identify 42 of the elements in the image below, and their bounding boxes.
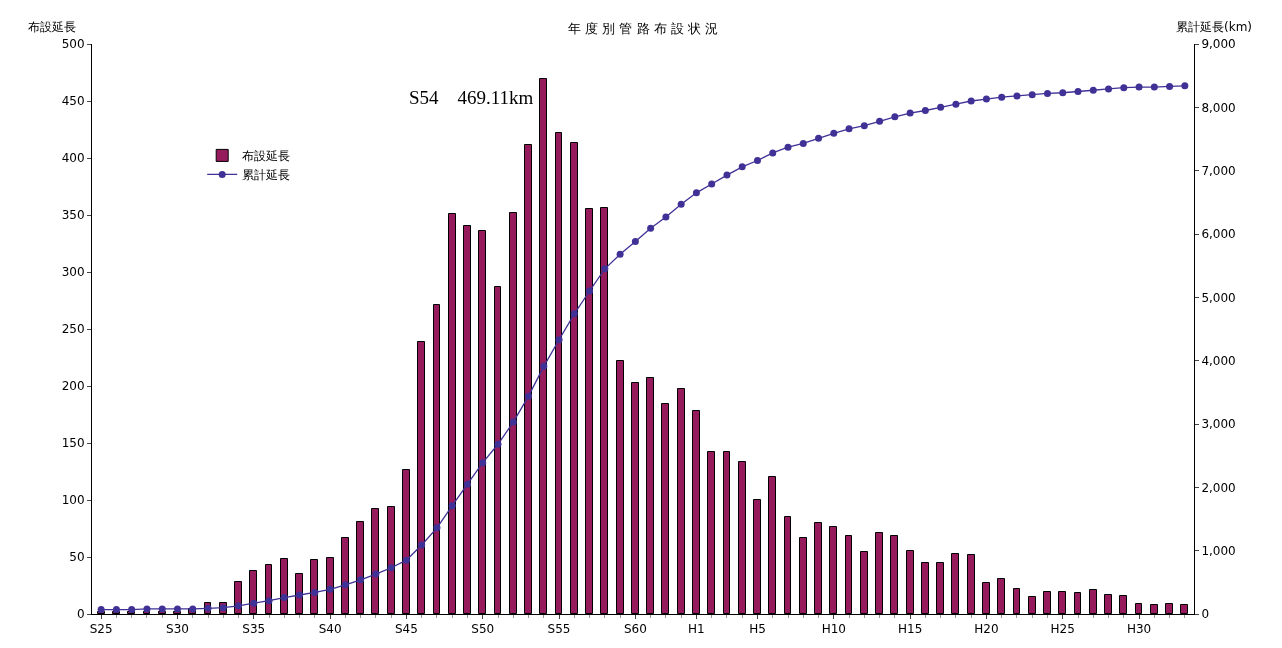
y2-tick-label: 3,000 (1201, 417, 1236, 432)
y2-tick-label: 6,000 (1201, 227, 1236, 242)
y-tick-label: 400 (61, 151, 85, 166)
annotation: S54 469.11km (409, 87, 534, 108)
x-tick-label: H30 (1126, 622, 1152, 637)
y-tick-label: 500 (61, 37, 85, 52)
legend-label: 累計延長 (242, 168, 291, 183)
x-tick-label: S55 (547, 622, 571, 637)
x-tick-label: H10 (821, 622, 846, 637)
x-tick-label: H5 (749, 622, 766, 637)
x-tick-label: S50 (471, 622, 495, 637)
y2-tick-label: 4,000 (1201, 353, 1236, 368)
y2-tick-label: 0 (1201, 607, 1210, 622)
y-tick-label: 450 (61, 94, 85, 109)
y-tick-label: 350 (61, 208, 85, 223)
y-tick-label: 100 (61, 493, 85, 508)
y-tick-label: 50 (69, 550, 85, 565)
y-axis-title: 布設延長 (28, 20, 76, 34)
chart-title: 年 度 別 管 路 布 設 状 況 (568, 21, 719, 36)
y-tick-label: 150 (61, 436, 85, 451)
x-tick-label: H1 (688, 622, 705, 637)
y2-tick-label: 8,000 (1201, 100, 1236, 115)
y-tick-label: 200 (61, 379, 85, 394)
x-tick-label: H20 (974, 622, 999, 637)
y-tick-label: 300 (61, 265, 85, 280)
legend-label: 布設延長 (242, 149, 291, 164)
x-tick-label: S45 (394, 622, 418, 637)
y2-tick-label: 9,000 (1201, 37, 1236, 52)
y2-tick-label: 1,000 (1201, 543, 1236, 558)
y2-axis-title: 累計延長(km) (1176, 20, 1253, 34)
y2-tick-label: 5,000 (1201, 290, 1236, 305)
x-tick-label: S35 (242, 622, 266, 637)
y-tick-label: 0 (76, 607, 85, 622)
x-tick-label: S25 (89, 622, 113, 637)
x-tick-label: H15 (897, 622, 923, 637)
y-tick-label: 250 (61, 322, 85, 337)
x-tick-label: S30 (166, 622, 189, 637)
y2-tick-label: 7,000 (1201, 163, 1236, 178)
y2-tick-label: 2,000 (1201, 480, 1236, 495)
x-tick-label: H25 (1050, 622, 1075, 637)
x-tick-label: S40 (318, 622, 342, 637)
x-tick-label: S60 (623, 622, 647, 637)
